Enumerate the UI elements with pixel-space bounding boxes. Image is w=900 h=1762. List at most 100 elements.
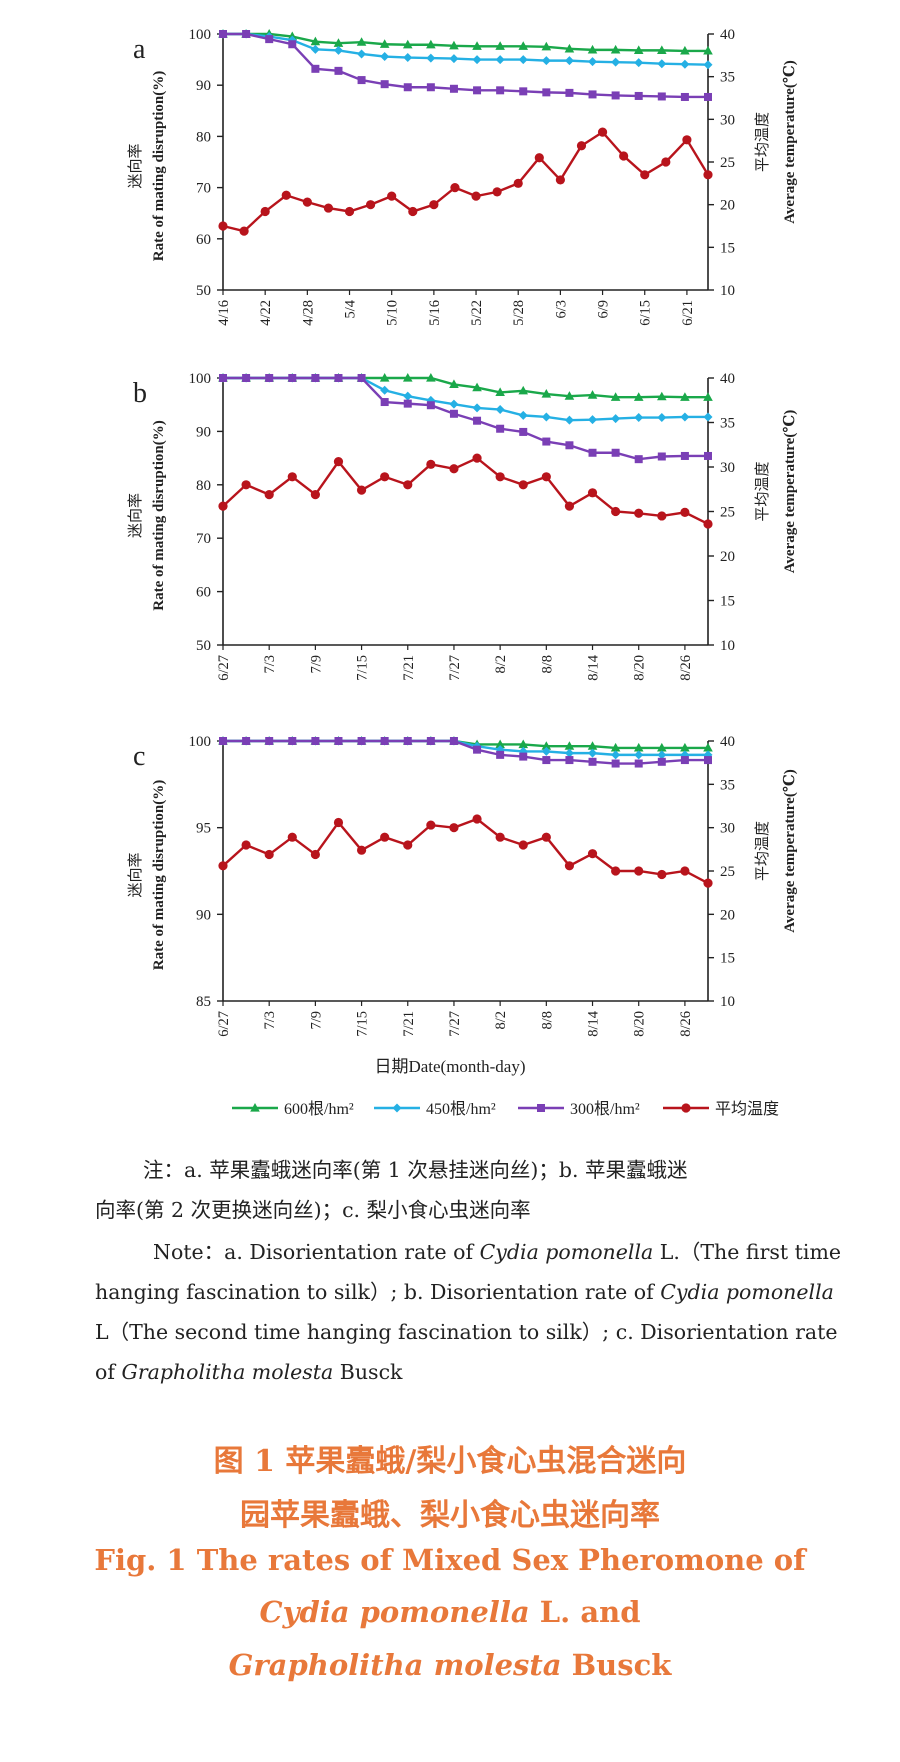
- data-point: [610, 44, 621, 54]
- data-point: [513, 178, 523, 188]
- y-tick-label-right: 20: [720, 198, 735, 214]
- data-point: [541, 832, 551, 842]
- caption-en-line-3-rest: Busck: [561, 1648, 672, 1682]
- x-tick-label: 6/27: [216, 1011, 232, 1037]
- data-point: [449, 823, 459, 833]
- data-point: [357, 76, 366, 85]
- legend-label: 600根/hm²: [284, 1100, 354, 1118]
- data-point: [519, 87, 528, 96]
- data-point: [472, 814, 482, 824]
- y-tick-label-right: 20: [720, 907, 735, 923]
- data-point: [564, 415, 574, 425]
- y-tick-label-right: 25: [720, 864, 735, 880]
- data-point: [356, 845, 367, 855]
- data-point: [565, 756, 574, 765]
- data-point: [310, 44, 320, 54]
- legend: 600根/hm² 450根/hm² 300根/hm² 平均温度: [232, 1100, 779, 1118]
- data-point: [496, 424, 505, 433]
- y-tick-label-right: 15: [720, 951, 735, 967]
- data-point: [334, 66, 343, 75]
- series-temperature: [218, 453, 713, 529]
- data-point: [495, 832, 505, 842]
- data-point: [565, 88, 574, 97]
- y-tick-label-right: 40: [720, 371, 735, 387]
- x-tick-label: 6/15: [638, 300, 654, 326]
- data-point: [264, 489, 274, 500]
- data-point: [703, 878, 713, 888]
- data-point: [704, 92, 712, 101]
- data-point: [218, 861, 228, 871]
- data-point: [496, 86, 505, 95]
- series-line: [223, 376, 708, 461]
- data-point: [472, 382, 482, 392]
- data-point: [492, 187, 502, 197]
- data-point: [682, 135, 692, 145]
- data-point: [287, 832, 297, 842]
- data-point: [265, 374, 274, 382]
- data-point: [287, 472, 297, 482]
- data-point: [403, 53, 413, 63]
- y-tick-label-right: 30: [720, 821, 735, 837]
- data-point: [587, 44, 598, 54]
- y-tick-label-left: 100: [189, 734, 212, 750]
- series-temperature: [218, 814, 713, 888]
- data-point: [379, 373, 390, 382]
- data-point: [564, 741, 575, 750]
- data-point: [264, 849, 274, 860]
- data-point: [334, 374, 343, 382]
- data-point: [657, 869, 667, 880]
- chart-panel-a: a 50 60 70 80 90 100 10 15 20 25 30 35 40 4/16 4/22 4/28…: [127, 27, 798, 326]
- data-point: [657, 59, 667, 69]
- data-point: [450, 183, 460, 193]
- data-point: [634, 413, 644, 423]
- data-point: [356, 37, 367, 46]
- data-point: [334, 737, 343, 745]
- data-point: [680, 59, 690, 69]
- x-tick-label: 5/16: [427, 300, 443, 326]
- y-tick-label-left: 70: [196, 181, 211, 197]
- legend-item: 300根/hm²: [518, 1100, 640, 1118]
- data-point: [239, 226, 249, 236]
- data-point: [426, 373, 436, 382]
- data-point: [519, 427, 528, 436]
- data-point: [518, 55, 528, 65]
- data-point: [633, 392, 644, 401]
- data-point: [219, 30, 227, 38]
- data-point: [541, 56, 551, 66]
- data-point: [587, 390, 598, 399]
- data-point: [564, 748, 574, 758]
- data-point: [311, 737, 320, 745]
- data-point: [495, 41, 505, 50]
- legend-marker: [392, 1103, 402, 1113]
- data-point: [387, 191, 397, 201]
- data-point: [408, 206, 418, 217]
- y-tick-label-left: 95: [196, 821, 211, 837]
- y-tick-label-left: 90: [196, 907, 211, 923]
- data-point: [542, 756, 551, 765]
- y-tick-label-right: 10: [720, 994, 735, 1010]
- x-tick-label: 7/3: [262, 655, 278, 674]
- caption-en-line-3: Grapholitha molesta Busck: [0, 1648, 900, 1682]
- data-point: [380, 398, 389, 407]
- data-point: [680, 866, 690, 876]
- data-point: [311, 374, 320, 382]
- note-en-line-2: hanging fascination to silk）; b. Disorie…: [95, 1272, 850, 1312]
- data-point: [597, 127, 608, 137]
- x-tick-label: 4/28: [300, 300, 316, 326]
- data-point: [634, 91, 643, 100]
- data-point: [496, 750, 505, 759]
- y2-axis-label: Average temperature(℃): [782, 769, 798, 933]
- data-point: [611, 57, 621, 67]
- data-point: [703, 45, 713, 55]
- data-point: [588, 415, 598, 425]
- data-point: [657, 92, 666, 101]
- data-point: [495, 472, 505, 482]
- y-axis-label-cn: 迷向率: [127, 852, 144, 897]
- y-tick-label-left: 60: [196, 585, 211, 601]
- data-point: [449, 409, 458, 418]
- data-point: [333, 817, 344, 828]
- x-tick-label: 7/9: [308, 1011, 324, 1030]
- note-en-a-post: L.（The first time: [653, 1240, 842, 1264]
- x-tick-label: 7/3: [262, 1011, 278, 1030]
- data-point: [218, 501, 228, 511]
